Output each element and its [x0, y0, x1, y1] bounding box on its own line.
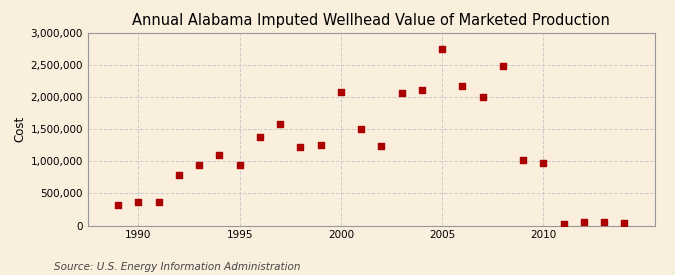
Point — [194, 162, 205, 167]
Point — [275, 122, 286, 126]
Point — [254, 135, 265, 139]
Point — [416, 88, 427, 92]
Point — [133, 200, 144, 205]
Point — [599, 219, 610, 224]
Point — [538, 160, 549, 165]
Point — [376, 144, 387, 148]
Point — [214, 153, 225, 157]
Point — [477, 95, 488, 99]
Point — [295, 144, 306, 149]
Point — [457, 84, 468, 89]
Point — [497, 64, 508, 68]
Point — [518, 158, 529, 162]
Y-axis label: Cost: Cost — [14, 116, 26, 142]
Point — [356, 127, 367, 131]
Text: Source: U.S. Energy Information Administration: Source: U.S. Energy Information Administ… — [54, 262, 300, 272]
Point — [173, 173, 184, 177]
Point — [437, 47, 448, 51]
Point — [578, 220, 589, 224]
Point — [619, 221, 630, 225]
Point — [335, 90, 346, 94]
Point — [396, 91, 407, 95]
Title: Annual Alabama Imputed Wellhead Value of Marketed Production: Annual Alabama Imputed Wellhead Value of… — [132, 13, 610, 28]
Point — [113, 203, 124, 207]
Point — [153, 200, 164, 204]
Point — [315, 143, 326, 147]
Point — [558, 221, 569, 226]
Point — [234, 162, 245, 167]
